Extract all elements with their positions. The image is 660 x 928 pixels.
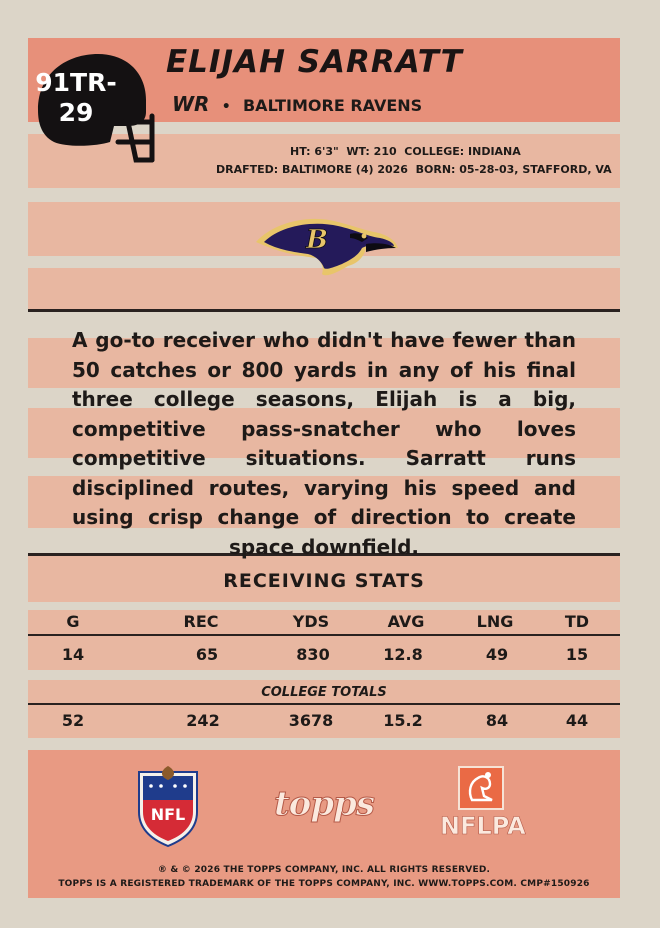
svg-text:B: B [305,225,328,255]
card-number: 91TR- 29 [32,68,120,128]
stripe [28,408,620,458]
ravens-logo: B [256,218,398,276]
college-totals-label: COLLEGE TOTALS [261,685,387,700]
nflpa-logo [458,766,504,810]
nflpa-text: NFLPA [440,812,526,841]
footer-band [28,750,620,898]
team-name: BALTIMORE RAVENS [242,96,423,115]
totals-rule [28,703,620,705]
stripe [28,556,620,602]
stats-header-td: TD [564,612,590,631]
stats-season-td: 15 [565,645,589,664]
stats-totals-avg: 15.2 [383,711,423,730]
stats-season-yds: 830 [296,645,330,664]
nfl-logo-text: NFL [151,805,186,824]
stats-totals-rec: 242 [186,711,220,730]
player-position: WR [172,92,210,116]
nfl-shield-logo: NFL [138,766,198,848]
stats-header-rec: REC [183,612,219,631]
stats-totals-g: 52 [61,711,85,730]
bio-line-2: DRAFTED: BALTIMORE (4) 2026 BORN: 05-28-… [216,163,612,176]
stats-header-lng: LNG [476,612,514,631]
stats-season-avg: 12.8 [383,645,423,664]
stats-totals-td: 44 [565,711,589,730]
stripe [28,338,620,388]
stats-totals-lng: 84 [485,711,509,730]
player-name: ELIJAH SARRATT [166,44,463,80]
stats-season-g: 14 [61,645,85,664]
stripe [28,680,620,738]
stats-header-g: G [66,612,80,631]
bio-line-1: HT: 6'3" WT: 210 COLLEGE: INDIANA [290,145,521,158]
football-helmet-icon [38,54,155,163]
card-number-line-1: 91TR- [35,68,117,97]
stripe [28,610,620,670]
stats-totals-yds: 3678 [288,711,334,730]
card-number-line-2: 29 [58,98,94,127]
stats-season-rec: 65 [195,645,219,664]
divider-rule [28,553,620,556]
stripe [28,476,620,528]
legal-line-2: TOPPS IS A REGISTERED TRADEMARK OF THE T… [58,879,590,889]
divider-rule [28,309,620,312]
stats-header-yds: YDS [292,612,330,631]
separator-dot: • [221,99,231,115]
stats-header-avg: AVG [387,612,425,631]
legal-line-1: ® & © 2026 THE TOPPS COMPANY, INC. ALL R… [157,865,491,875]
stats-title: RECEIVING STATS [223,570,425,592]
position-team-line: WR • BALTIMORE RAVENS [172,92,422,116]
player-description: A go-to receiver who didn't have fewer t… [72,328,576,559]
stats-season-lng: 49 [485,645,509,664]
topps-logo: topps [273,784,375,825]
stats-header-rule [28,634,620,636]
